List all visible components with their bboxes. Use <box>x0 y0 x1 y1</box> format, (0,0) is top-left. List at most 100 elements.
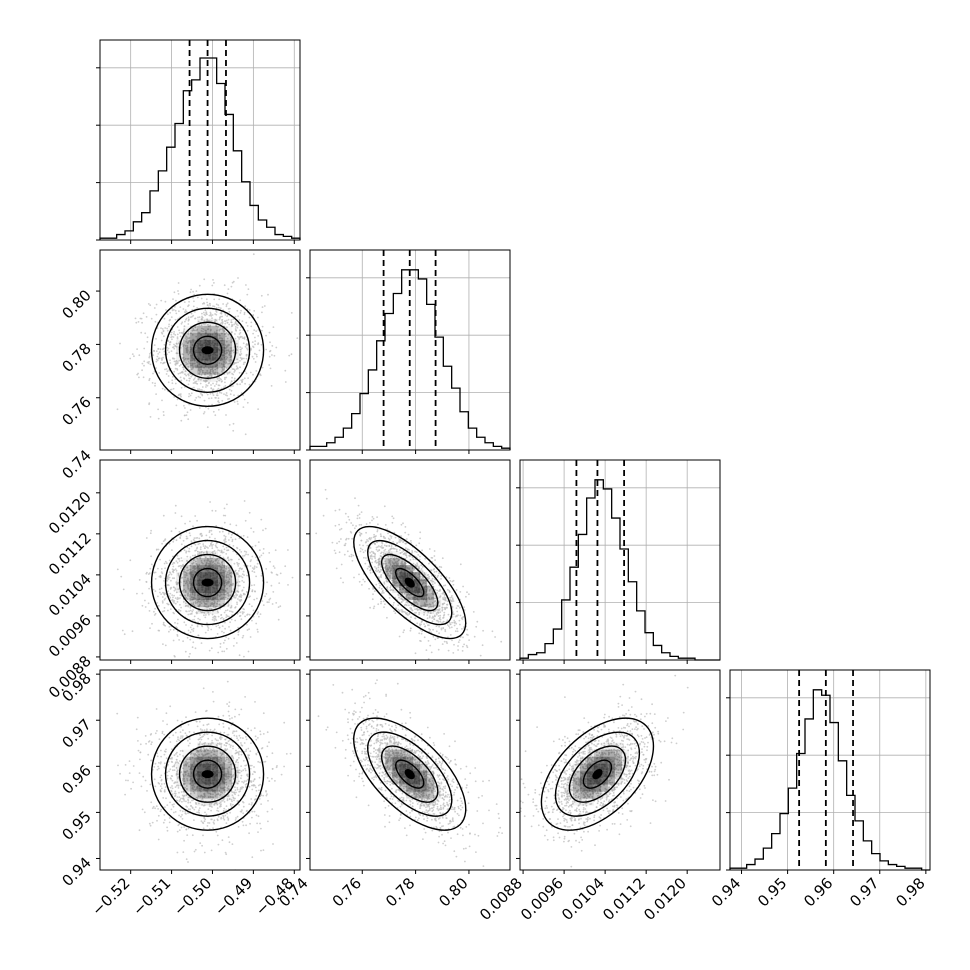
scatter-point <box>226 346 228 348</box>
scatter-point <box>240 765 243 767</box>
scatter-point <box>440 628 443 631</box>
scatter-point <box>197 795 200 798</box>
scatter-point <box>196 565 199 568</box>
scatter-point <box>245 748 248 751</box>
scatter-point <box>184 574 186 576</box>
density-cell <box>197 367 205 375</box>
density-cell <box>183 360 191 368</box>
scatter-point <box>180 567 182 569</box>
scatter-point <box>441 607 444 609</box>
scatter-point <box>415 544 418 547</box>
scatter-point <box>432 568 435 571</box>
scatter-point <box>404 531 407 534</box>
scatter-point <box>225 784 228 786</box>
scatter-point <box>465 595 467 598</box>
scatter-point <box>243 311 246 314</box>
density-contour <box>353 525 467 640</box>
scatter-point <box>180 322 183 325</box>
scatter-point <box>153 571 156 574</box>
scatter-point <box>410 540 412 542</box>
scatter-point <box>186 593 189 595</box>
scatter-point <box>229 761 232 763</box>
scatter-point <box>170 388 173 391</box>
scatter-point <box>390 557 392 560</box>
scatter-point <box>456 627 458 630</box>
scatter-point <box>186 598 189 600</box>
scatter-point <box>266 745 269 748</box>
joint-content <box>315 488 503 660</box>
joint-panel-1-0 <box>96 249 301 454</box>
density-cell <box>176 586 184 594</box>
density-cell <box>190 558 198 566</box>
scatter-point <box>189 606 192 609</box>
scatter-point <box>433 571 436 573</box>
scatter-point <box>212 610 214 613</box>
scatter-point <box>173 602 175 604</box>
scatter-point <box>260 803 262 805</box>
density-cell <box>211 600 219 608</box>
scatter-point <box>245 357 248 360</box>
scatter-point <box>193 597 196 600</box>
scatter-point <box>142 376 145 379</box>
scatter-point <box>188 393 191 395</box>
scatter-point <box>215 830 218 833</box>
scatter-point <box>288 354 291 357</box>
density-cell <box>190 565 198 573</box>
scatter-point <box>141 321 143 324</box>
density-cell <box>427 586 435 594</box>
scatter-point <box>192 340 195 343</box>
scatter-point <box>202 562 204 565</box>
density-cell <box>399 579 407 587</box>
scatter-point <box>421 630 423 632</box>
scatter-point <box>379 545 382 548</box>
scatter-point <box>261 325 264 328</box>
scatter-point <box>191 362 194 365</box>
scatter-point <box>224 344 227 347</box>
scatter-point <box>147 602 150 605</box>
scatter-point <box>433 618 436 621</box>
scatter-point <box>224 376 226 379</box>
scatter-point <box>387 537 390 540</box>
scatter-point <box>196 546 199 549</box>
scatter-point <box>153 349 155 352</box>
scatter-point <box>265 348 268 351</box>
scatter-point <box>414 608 416 610</box>
scatter-point <box>171 338 173 341</box>
scatter-point <box>177 290 179 292</box>
scatter-point <box>448 625 450 627</box>
density-cell <box>225 565 233 573</box>
density-cell <box>197 551 205 559</box>
scatter-point <box>195 382 198 385</box>
scatter-point <box>392 563 395 565</box>
scatter-point <box>185 318 187 321</box>
scatter-point <box>214 738 217 740</box>
scatter-point <box>251 802 253 804</box>
scatter-point <box>250 527 253 530</box>
density-cell <box>211 607 219 615</box>
scatter-point <box>183 584 185 587</box>
scatter-point <box>458 619 461 622</box>
scatter-point <box>425 600 428 602</box>
scatter-point <box>383 581 386 584</box>
scatter-point <box>420 632 423 635</box>
scatter-point <box>187 360 190 363</box>
scatter-point <box>201 312 203 315</box>
scatter-point <box>223 593 226 596</box>
scatter-point <box>410 542 413 544</box>
scatter-point <box>224 535 227 538</box>
scatter-point <box>430 597 433 600</box>
scatter-point <box>378 586 381 589</box>
scatter-point <box>242 611 245 614</box>
scatter-point <box>172 387 175 390</box>
density-cell <box>218 586 226 594</box>
scatter-point <box>268 331 271 334</box>
scatter-point <box>160 755 162 758</box>
density-cell <box>232 339 240 347</box>
scatter-point <box>209 311 212 314</box>
scatter-point <box>229 621 232 624</box>
scatter-point <box>344 542 347 545</box>
scatter-point <box>237 394 240 397</box>
scatter-point <box>438 572 440 575</box>
density-cell <box>218 339 226 347</box>
density-cell <box>190 360 198 368</box>
